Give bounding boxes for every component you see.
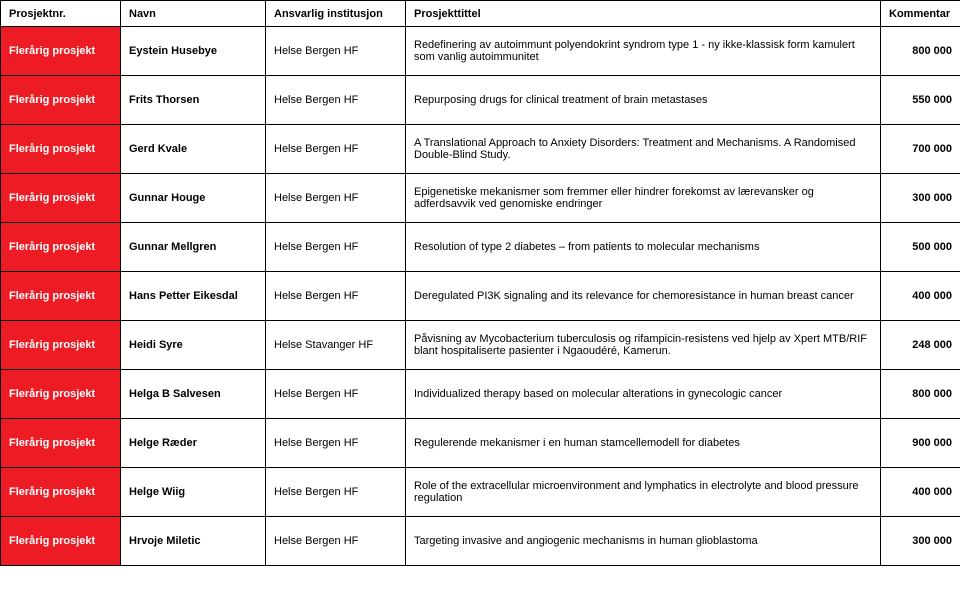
project-type: Flerårig prosjekt [1, 370, 121, 419]
project-name: Frits Thorsen [121, 76, 266, 125]
project-type: Flerårig prosjekt [1, 76, 121, 125]
table-row: Flerårig prosjektHans Petter EikesdalHel… [1, 272, 960, 321]
project-institution: Helse Bergen HF [266, 468, 406, 517]
table-row: Flerårig prosjektHelga B SalvesenHelse B… [1, 370, 960, 419]
project-name: Gerd Kvale [121, 125, 266, 174]
table-row: Flerårig prosjektHelge WiigHelse Bergen … [1, 468, 960, 517]
project-name: Hans Petter Eikesdal [121, 272, 266, 321]
project-name: Gunnar Houge [121, 174, 266, 223]
project-name: Helga B Salvesen [121, 370, 266, 419]
project-commentary: 300 000 [881, 174, 960, 223]
header-institusjon: Ansvarlig institusjon [266, 1, 406, 27]
project-title: Epigenetiske mekanismer som fremmer elle… [406, 174, 881, 223]
project-name: Helge Wiig [121, 468, 266, 517]
project-type: Flerårig prosjekt [1, 125, 121, 174]
project-institution: Helse Bergen HF [266, 125, 406, 174]
project-commentary: 400 000 [881, 272, 960, 321]
table-row: Flerårig prosjektFrits ThorsenHelse Berg… [1, 76, 960, 125]
header-navn: Navn [121, 1, 266, 27]
project-name: Gunnar Mellgren [121, 223, 266, 272]
project-title: Resolution of type 2 diabetes – from pat… [406, 223, 881, 272]
header-kommentar: Kommentar [881, 1, 960, 27]
project-commentary: 800 000 [881, 27, 960, 76]
project-type: Flerårig prosjekt [1, 272, 121, 321]
project-name: Heidi Syre [121, 321, 266, 370]
project-commentary: 550 000 [881, 76, 960, 125]
project-commentary: 700 000 [881, 125, 960, 174]
project-name: Eystein Husebye [121, 27, 266, 76]
project-type: Flerårig prosjekt [1, 517, 121, 566]
project-type: Flerårig prosjekt [1, 223, 121, 272]
project-title: Redefinering av autoimmunt polyendokrint… [406, 27, 881, 76]
project-type: Flerårig prosjekt [1, 419, 121, 468]
project-title: Regulerende mekanismer i en human stamce… [406, 419, 881, 468]
table-row: Flerårig prosjektGunnar HougeHelse Berge… [1, 174, 960, 223]
table-body: Flerårig prosjektEystein HusebyeHelse Be… [1, 27, 960, 566]
project-title: Påvisning av Mycobacterium tuberculosis … [406, 321, 881, 370]
project-commentary: 900 000 [881, 419, 960, 468]
project-commentary: 400 000 [881, 468, 960, 517]
table-row: Flerårig prosjektHrvoje MileticHelse Ber… [1, 517, 960, 566]
project-title: Role of the extracellular microenvironme… [406, 468, 881, 517]
project-type: Flerårig prosjekt [1, 174, 121, 223]
project-institution: Helse Bergen HF [266, 174, 406, 223]
project-commentary: 800 000 [881, 370, 960, 419]
project-name: Hrvoje Miletic [121, 517, 266, 566]
project-title: Individualized therapy based on molecula… [406, 370, 881, 419]
project-commentary: 500 000 [881, 223, 960, 272]
project-institution: Helse Bergen HF [266, 419, 406, 468]
table-row: Flerårig prosjektGerd KvaleHelse Bergen … [1, 125, 960, 174]
header-row: Prosjektnr. Navn Ansvarlig institusjon P… [1, 1, 960, 27]
project-title: Repurposing drugs for clinical treatment… [406, 76, 881, 125]
project-title: Targeting invasive and angiogenic mechan… [406, 517, 881, 566]
project-type: Flerårig prosjekt [1, 321, 121, 370]
header-prosjektnr: Prosjektnr. [1, 1, 121, 27]
project-commentary: 300 000 [881, 517, 960, 566]
project-institution: Helse Bergen HF [266, 370, 406, 419]
table-row: Flerårig prosjektGunnar MellgrenHelse Be… [1, 223, 960, 272]
table-row: Flerårig prosjektEystein HusebyeHelse Be… [1, 27, 960, 76]
project-institution: Helse Bergen HF [266, 27, 406, 76]
project-table: Prosjektnr. Navn Ansvarlig institusjon P… [0, 0, 960, 566]
project-institution: Helse Bergen HF [266, 272, 406, 321]
project-commentary: 248 000 [881, 321, 960, 370]
table-row: Flerårig prosjektHelge RæderHelse Bergen… [1, 419, 960, 468]
project-title: Deregulated PI3K signaling and its relev… [406, 272, 881, 321]
project-institution: Helse Bergen HF [266, 223, 406, 272]
project-institution: Helse Bergen HF [266, 517, 406, 566]
project-name: Helge Ræder [121, 419, 266, 468]
project-title: A Translational Approach to Anxiety Diso… [406, 125, 881, 174]
header-tittel: Prosjekttittel [406, 1, 881, 27]
project-institution: Helse Bergen HF [266, 76, 406, 125]
project-type: Flerårig prosjekt [1, 468, 121, 517]
project-institution: Helse Stavanger HF [266, 321, 406, 370]
table-row: Flerårig prosjektHeidi SyreHelse Stavang… [1, 321, 960, 370]
project-type: Flerårig prosjekt [1, 27, 121, 76]
